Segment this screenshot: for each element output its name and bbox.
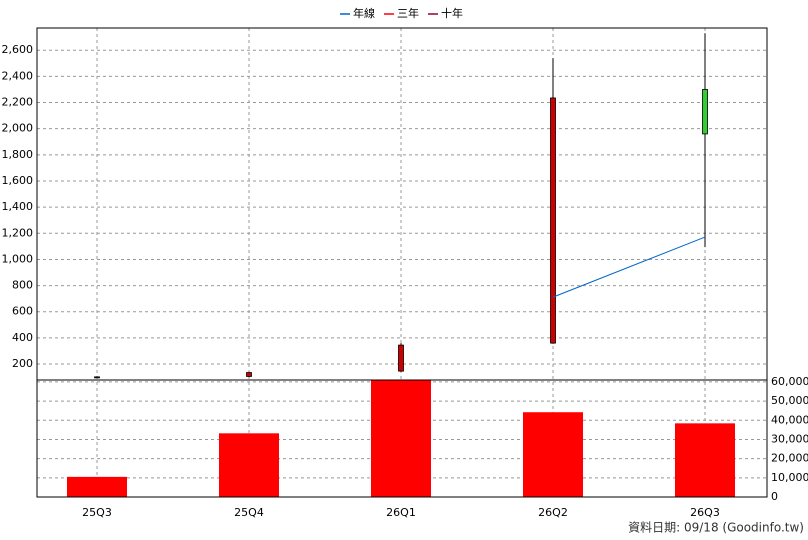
- plot-frame: [36, 27, 768, 498]
- volume-bar: [371, 380, 431, 497]
- y2-tick-label: 20,000: [771, 452, 808, 465]
- volume-bar: [675, 423, 735, 497]
- candle-body: [94, 376, 100, 379]
- legend-label: 三年: [397, 6, 419, 20]
- y-tick-label: 2,200: [2, 96, 34, 109]
- ma-line: [552, 236, 706, 298]
- y-tick-label: 2,600: [2, 43, 34, 56]
- x-tick-label: 26Q3: [690, 506, 720, 519]
- y-tick-label: 1,200: [2, 226, 34, 239]
- y-tick-label: 600: [12, 305, 33, 318]
- y2-tick-label: 30,000: [771, 432, 808, 445]
- y-tick-label: 200: [12, 357, 33, 370]
- y-tick-label: 2,000: [2, 122, 34, 135]
- y-tick-label: 2,400: [2, 69, 34, 82]
- candle-body: [550, 97, 556, 344]
- y-tick-label: 1,000: [2, 252, 34, 265]
- x-tick-label: 25Q4: [234, 506, 264, 519]
- y-tick-label: 800: [12, 279, 33, 292]
- y-tick-label: 1,400: [2, 200, 34, 213]
- volume-bar: [523, 412, 583, 497]
- y2-tick-label: 40,000: [771, 413, 808, 426]
- y-tick-label: 1,800: [2, 148, 34, 161]
- candle-body: [398, 344, 404, 372]
- x-tick-label: 26Q2: [538, 506, 568, 519]
- volume-bar: [219, 433, 279, 497]
- candle-body: [246, 372, 252, 377]
- legend-label: 年線: [353, 6, 375, 20]
- y2-tick-label: 50,000: [771, 394, 808, 407]
- candle-body: [702, 89, 708, 135]
- volume-bar: [67, 476, 127, 497]
- y2-tick-label: 10,000: [771, 471, 808, 484]
- y-tick-label: 1,600: [2, 174, 34, 187]
- x-tick-label: 26Q1: [386, 506, 416, 519]
- x-tick-label: 25Q3: [82, 506, 112, 519]
- footer: 資料日期: 09/18 (Goodinfo.tw): [628, 521, 804, 535]
- y-tick-label: 400: [12, 331, 33, 344]
- y2-tick-label: 60,000: [771, 375, 808, 388]
- y2-tick-label: 0: [771, 490, 778, 503]
- legend-label: 十年: [441, 6, 463, 20]
